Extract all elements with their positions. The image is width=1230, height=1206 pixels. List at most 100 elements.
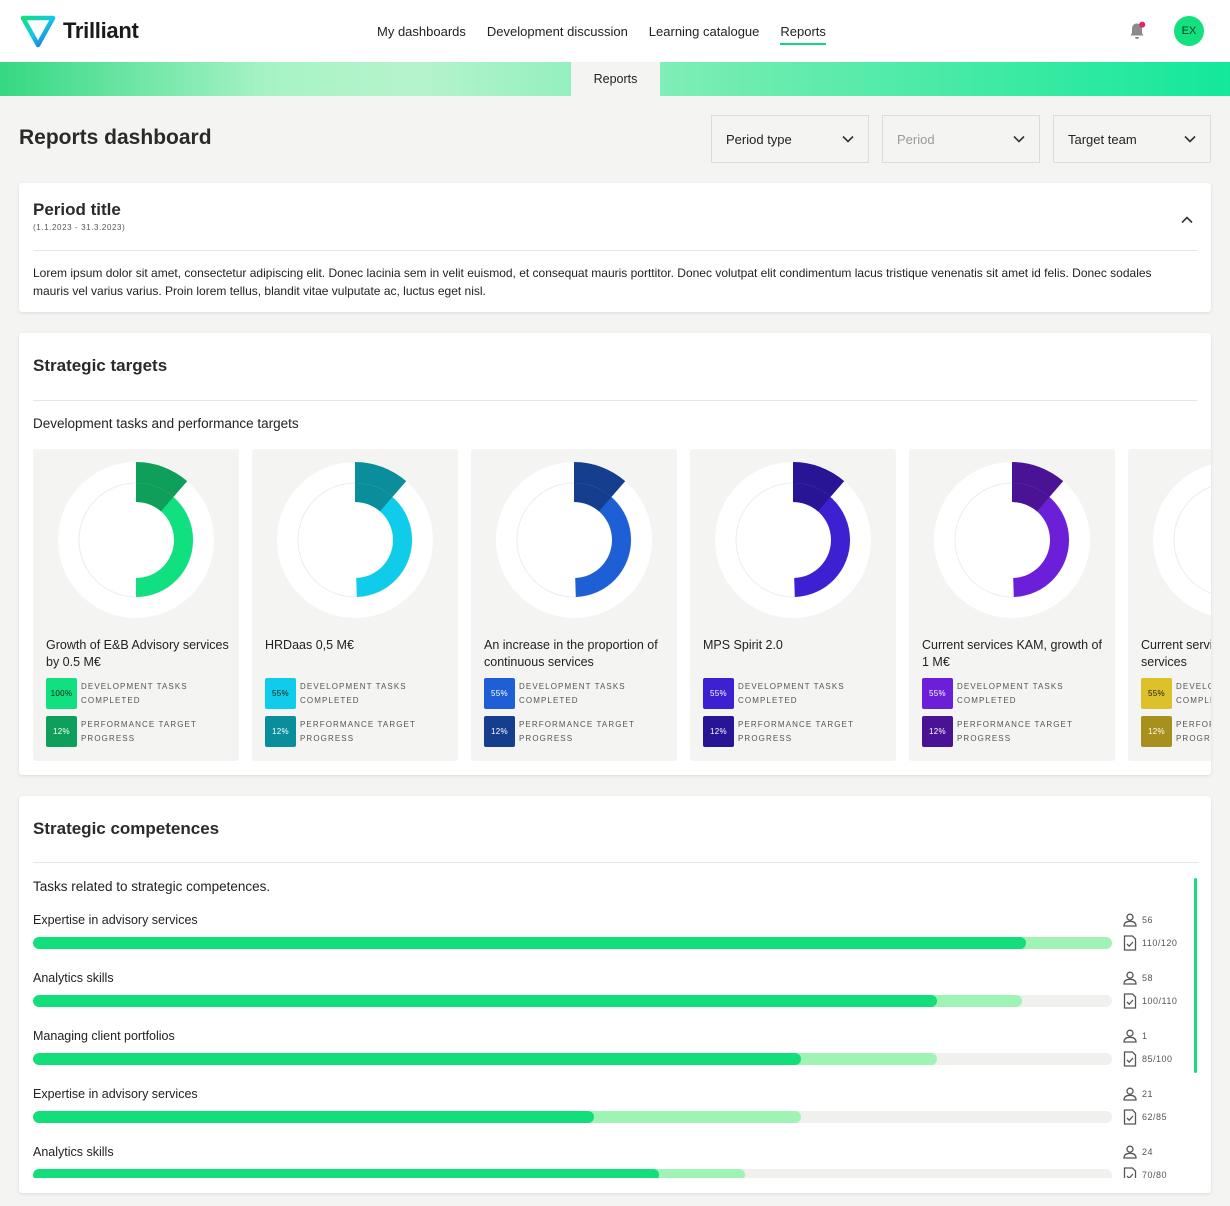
target-name: An increase in the proportion of continu… <box>484 638 658 669</box>
performance-arc <box>793 462 845 498</box>
logo[interactable]: Trilliant <box>19 13 139 49</box>
dev-tasks-arc <box>355 483 413 597</box>
target-tile[interactable]: MPS Spirit 2.0 55% Development tasks com… <box>690 449 896 761</box>
people-count: 24 <box>1123 1145 1153 1159</box>
dev-tasks-label: Development tasks completed <box>519 681 626 705</box>
tasks-count: 110/120 <box>1123 935 1177 951</box>
target-team-select[interactable]: Target team <box>1053 115 1211 163</box>
dev-tasks-value: 55% <box>265 678 296 709</box>
perf-target-value: 12% <box>46 716 77 747</box>
perf-target-kpi: 12% Performance target progress <box>265 716 420 747</box>
period-description: Lorem ipsum dolor sit amet, consectetur … <box>33 266 1152 298</box>
competence-row: Analytics skills <box>33 971 1183 1029</box>
donut-chart <box>496 462 652 618</box>
performance-arc-inner <box>574 483 612 512</box>
performance-arc <box>355 462 407 498</box>
donut-background <box>1153 464 1211 616</box>
target-tile[interactable]: HRDaas 0,5 M€ 55% Development tasks comp… <box>252 449 458 761</box>
scrollbar-thumb[interactable] <box>1194 878 1197 1073</box>
perf-target-kpi: 12% Performance target progress <box>703 716 858 747</box>
perf-target-label: Performance target progress <box>300 719 416 743</box>
tasks-count: 85/100 <box>1123 1051 1173 1067</box>
perf-target-label: Performance target progress <box>1176 719 1211 743</box>
donut-chart <box>715 462 871 618</box>
perf-target-label: Performance target progress <box>519 719 635 743</box>
dev-tasks-label: Development tasks completed <box>1176 681 1211 705</box>
target-tile[interactable]: Growth of E&B Advisory services by 0.5 M… <box>33 449 239 761</box>
divider <box>33 250 1197 251</box>
dev-tasks-label: Development tasks completed <box>81 681 188 705</box>
target-tile[interactable]: Current services KAM, additional service… <box>1128 449 1211 761</box>
target-name: Current services KAM, additional service… <box>1141 638 1211 669</box>
competence-row: Expertise in advisory services <box>33 913 1183 971</box>
logo-text: Trilliant <box>63 18 139 43</box>
task-document-icon <box>1123 1051 1137 1067</box>
competence-name: Analytics skills <box>33 971 114 985</box>
period-type-select-label: Period type <box>726 131 792 147</box>
dev-tasks-value: 55% <box>1141 678 1172 709</box>
donut-chart <box>1153 464 1211 616</box>
people-count-value: 58 <box>1142 973 1154 983</box>
user-avatar[interactable]: EX <box>1174 16 1204 46</box>
perf-target-label: Performance target progress <box>957 719 1073 743</box>
competences-list[interactable]: Tasks related to strategic competences. … <box>33 878 1203 1178</box>
dev-tasks-kpi: 55% Development tasks completed <box>703 678 858 709</box>
period-title: Period title <box>33 200 121 219</box>
page-title: Reports dashboard <box>19 126 212 149</box>
progress-completed-fill <box>33 995 938 1007</box>
dev-tasks-value: 55% <box>922 678 953 709</box>
progress-completed-fill <box>33 1111 595 1123</box>
period-select[interactable]: Period <box>882 115 1040 163</box>
perf-target-value: 12% <box>265 716 296 747</box>
tab-reports[interactable]: Reports <box>571 62 660 96</box>
dev-tasks-label: Development tasks completed <box>738 681 845 705</box>
perf-target-kpi: 12% Performance target progress <box>1141 716 1211 747</box>
people-count: 58 <box>1123 971 1153 985</box>
donut-chart <box>934 462 1090 618</box>
performance-arc <box>136 462 188 498</box>
chevron-down-icon <box>1184 135 1196 143</box>
tasks-count-value: 110/120 <box>1142 938 1178 948</box>
nav-item-my-dashboards[interactable]: My dashboards <box>377 24 466 39</box>
performance-arc <box>574 462 626 498</box>
performance-arc-inner <box>793 483 831 512</box>
task-document-icon <box>1123 935 1137 951</box>
tasks-count-value: 100/110 <box>1142 996 1178 1006</box>
target-name: Growth of E&B Advisory services by 0.5 M… <box>46 638 229 669</box>
target-tile[interactable]: An increase in the proportion of continu… <box>471 449 677 761</box>
top-navigation-bar: Trilliant My dashboards Development disc… <box>0 0 1230 62</box>
progress-completed-fill <box>33 937 1026 949</box>
target-name: Current services KAM, growth of 1 M€ <box>922 638 1102 669</box>
target-name: MPS Spirit 2.0 <box>703 638 783 652</box>
target-tile[interactable]: Current services KAM, growth of 1 M€ 55%… <box>909 449 1115 761</box>
competence-row: Analytics skills <box>33 1145 1183 1178</box>
strategic-competences-card: Strategic competences Tasks related to s… <box>19 796 1211 1193</box>
chevron-down-icon <box>1013 135 1025 143</box>
period-type-select[interactable]: Period type <box>711 115 869 163</box>
target-team-select-label: Target team <box>1068 131 1137 147</box>
notifications-button[interactable] <box>1127 21 1147 46</box>
collapse-button[interactable] <box>1181 211 1193 229</box>
dev-tasks-value: 100% <box>46 678 77 709</box>
donut-chart <box>277 462 433 618</box>
competence-progress-bar <box>33 995 1112 1007</box>
person-icon <box>1123 1087 1137 1101</box>
people-count-value: 1 <box>1142 1031 1148 1041</box>
dev-tasks-kpi: 55% Development tasks completed <box>265 678 420 709</box>
competence-row: Managing client portfolios <box>33 1029 1183 1087</box>
nav-item-learning-catalogue[interactable]: Learning catalogue <box>648 24 760 39</box>
dev-tasks-arc <box>574 483 631 597</box>
people-count: 1 <box>1123 1029 1148 1043</box>
dev-tasks-value: 55% <box>484 678 515 709</box>
progress-completed-fill <box>33 1169 659 1178</box>
trilliant-logo-icon <box>20 15 56 48</box>
tasks-count-value: 70/80 <box>1142 1170 1168 1178</box>
dev-tasks-kpi: 100% Development tasks completed <box>46 678 201 709</box>
people-count-value: 21 <box>1142 1089 1154 1099</box>
divider <box>33 862 1199 863</box>
nav-item-development-discussion[interactable]: Development discussion <box>486 24 628 39</box>
performance-arc-inner <box>355 483 393 512</box>
competence-name: Analytics skills <box>33 1145 114 1159</box>
nav-item-reports[interactable]: Reports <box>780 24 826 45</box>
target-tiles: Growth of E&B Advisory services by 0.5 M… <box>33 449 1211 761</box>
